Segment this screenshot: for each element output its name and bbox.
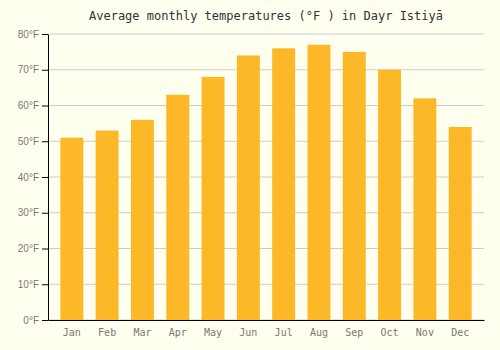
y-tick-mark: [42, 141, 48, 142]
y-tick: 0°F: [23, 315, 48, 326]
x-tick-label: Mar: [133, 327, 151, 338]
y-tick-label: 20°F: [18, 243, 39, 254]
bars: [60, 45, 471, 320]
x-tick: Aug: [310, 327, 328, 338]
y-tick-mark: [42, 70, 48, 71]
bar: [202, 77, 225, 320]
x-tick-label: Sep: [345, 327, 363, 338]
x-tick: Mar: [133, 327, 151, 338]
y-tick-mark: [42, 34, 48, 35]
grid: [48, 34, 484, 320]
bar: [96, 131, 119, 320]
y-axis-line: [48, 35, 49, 321]
x-tick-label: Aug: [310, 327, 328, 338]
bar: [166, 95, 189, 320]
x-tick: Jun: [239, 327, 257, 338]
y-tick: 70°F: [18, 64, 48, 75]
x-tick: Jan: [63, 327, 81, 338]
x-axis: Jan Feb Mar Apr May Jun Jul Aug Sep Oct Nov Dec: [49, 321, 485, 339]
x-tick: Dec: [451, 327, 469, 338]
bar: [131, 120, 154, 320]
y-tick-label: 40°F: [18, 172, 39, 183]
bar: [272, 48, 295, 320]
background: [0, 0, 500, 350]
x-tick-label: Jan: [63, 327, 81, 338]
y-tick-label: 0°F: [23, 315, 39, 326]
x-tick-label: May: [204, 327, 222, 338]
bar: [60, 138, 83, 320]
y-tick: 50°F: [18, 136, 48, 147]
chart-container: Jan Feb Mar Apr May Jun Jul Aug Sep Oct Nov Dec 0°F 1…: [0, 0, 500, 350]
bar: [237, 55, 260, 320]
y-tick-label: 80°F: [18, 29, 39, 40]
x-tick-label: Apr: [169, 327, 187, 338]
y-tick-label: 30°F: [18, 207, 39, 218]
y-tick-label: 70°F: [18, 64, 39, 75]
x-tick-label: Jul: [275, 327, 293, 338]
x-tick-label: Dec: [451, 327, 469, 338]
y-tick: 40°F: [18, 172, 48, 183]
y-tick-mark: [42, 320, 48, 321]
bar: [413, 98, 436, 320]
title: Average monthly temperatures (°F ) in Da…: [89, 9, 443, 23]
y-tick: 30°F: [18, 207, 48, 218]
y-tick: 60°F: [18, 100, 48, 111]
bar: [378, 70, 401, 320]
bar: [343, 52, 366, 320]
y-tick-label: 10°F: [18, 279, 39, 290]
x-axis-line: [49, 320, 485, 321]
chart-svg: Jan Feb Mar Apr May Jun Jul Aug Sep Oct Nov Dec 0°F 1…: [0, 0, 500, 350]
bar: [307, 45, 330, 320]
y-axis: 0°F 10°F 20°F 30°F 40°F 50°F 60°F 70°F 80°F: [18, 29, 49, 326]
plot-area: Jan Feb Mar Apr May Jun Jul Aug Sep Oct Nov Dec 0°F 1…: [18, 29, 485, 338]
bar: [449, 127, 472, 320]
y-tick-mark: [42, 177, 48, 178]
x-tick: Nov: [416, 327, 434, 338]
x-tick: Oct: [381, 327, 399, 338]
y-tick-mark: [42, 213, 48, 214]
y-tick-mark: [42, 106, 48, 107]
y-tick-label: 50°F: [18, 136, 39, 147]
y-tick: 20°F: [18, 243, 48, 254]
x-tick: May: [204, 327, 222, 338]
grid-line: [48, 34, 484, 35]
x-tick-label: Oct: [381, 327, 399, 338]
x-tick: Apr: [169, 327, 187, 338]
x-tick-label: Jun: [239, 327, 257, 338]
y-tick-mark: [42, 249, 48, 250]
y-tick-label: 60°F: [18, 100, 39, 111]
x-tick: Feb: [98, 327, 116, 338]
y-tick-mark: [42, 284, 48, 285]
x-tick-label: Nov: [416, 327, 434, 338]
y-tick: 10°F: [18, 279, 48, 290]
x-tick: Jul: [275, 327, 293, 338]
y-tick: 80°F: [18, 29, 48, 40]
grid-line: [48, 69, 484, 70]
x-tick-label: Feb: [98, 327, 116, 338]
x-tick: Sep: [345, 327, 363, 338]
